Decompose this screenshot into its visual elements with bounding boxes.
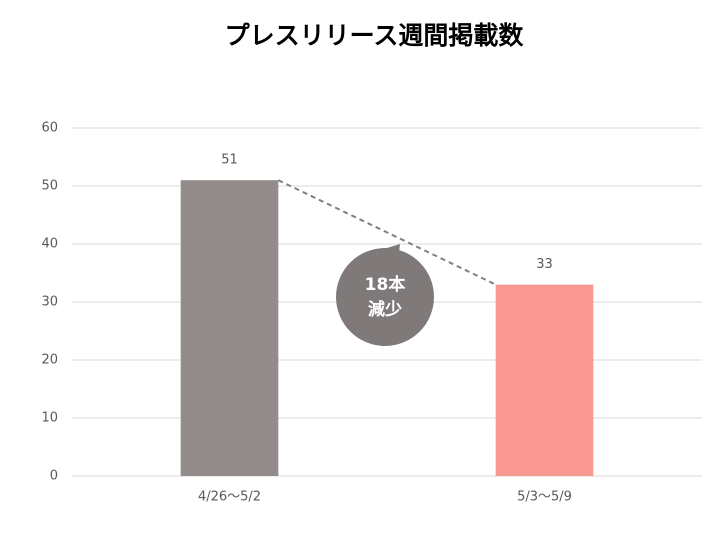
callout <box>336 248 434 346</box>
y-tick-label: 40 <box>41 237 58 252</box>
y-tick-label: 60 <box>41 121 58 136</box>
y-tick-label: 20 <box>41 353 58 368</box>
y-tick-label: 0 <box>50 469 58 484</box>
bar <box>495 284 594 476</box>
x-tick-label: 4/26〜5/2 <box>198 490 261 505</box>
trend-line <box>277 179 497 286</box>
data-label: 51 <box>221 153 238 168</box>
annotation: 18本 <box>365 274 406 295</box>
y-tick-label: 50 <box>41 179 58 194</box>
chart-title: プレスリリース週間掲載数 <box>225 21 525 50</box>
data-label: 33 <box>536 257 553 272</box>
x-tick-label: 5/3〜5/9 <box>517 490 572 505</box>
annotation: 減少 <box>368 299 402 320</box>
y-tick-label: 10 <box>41 411 58 426</box>
y-tick-label: 30 <box>41 295 58 310</box>
bar <box>180 180 279 476</box>
